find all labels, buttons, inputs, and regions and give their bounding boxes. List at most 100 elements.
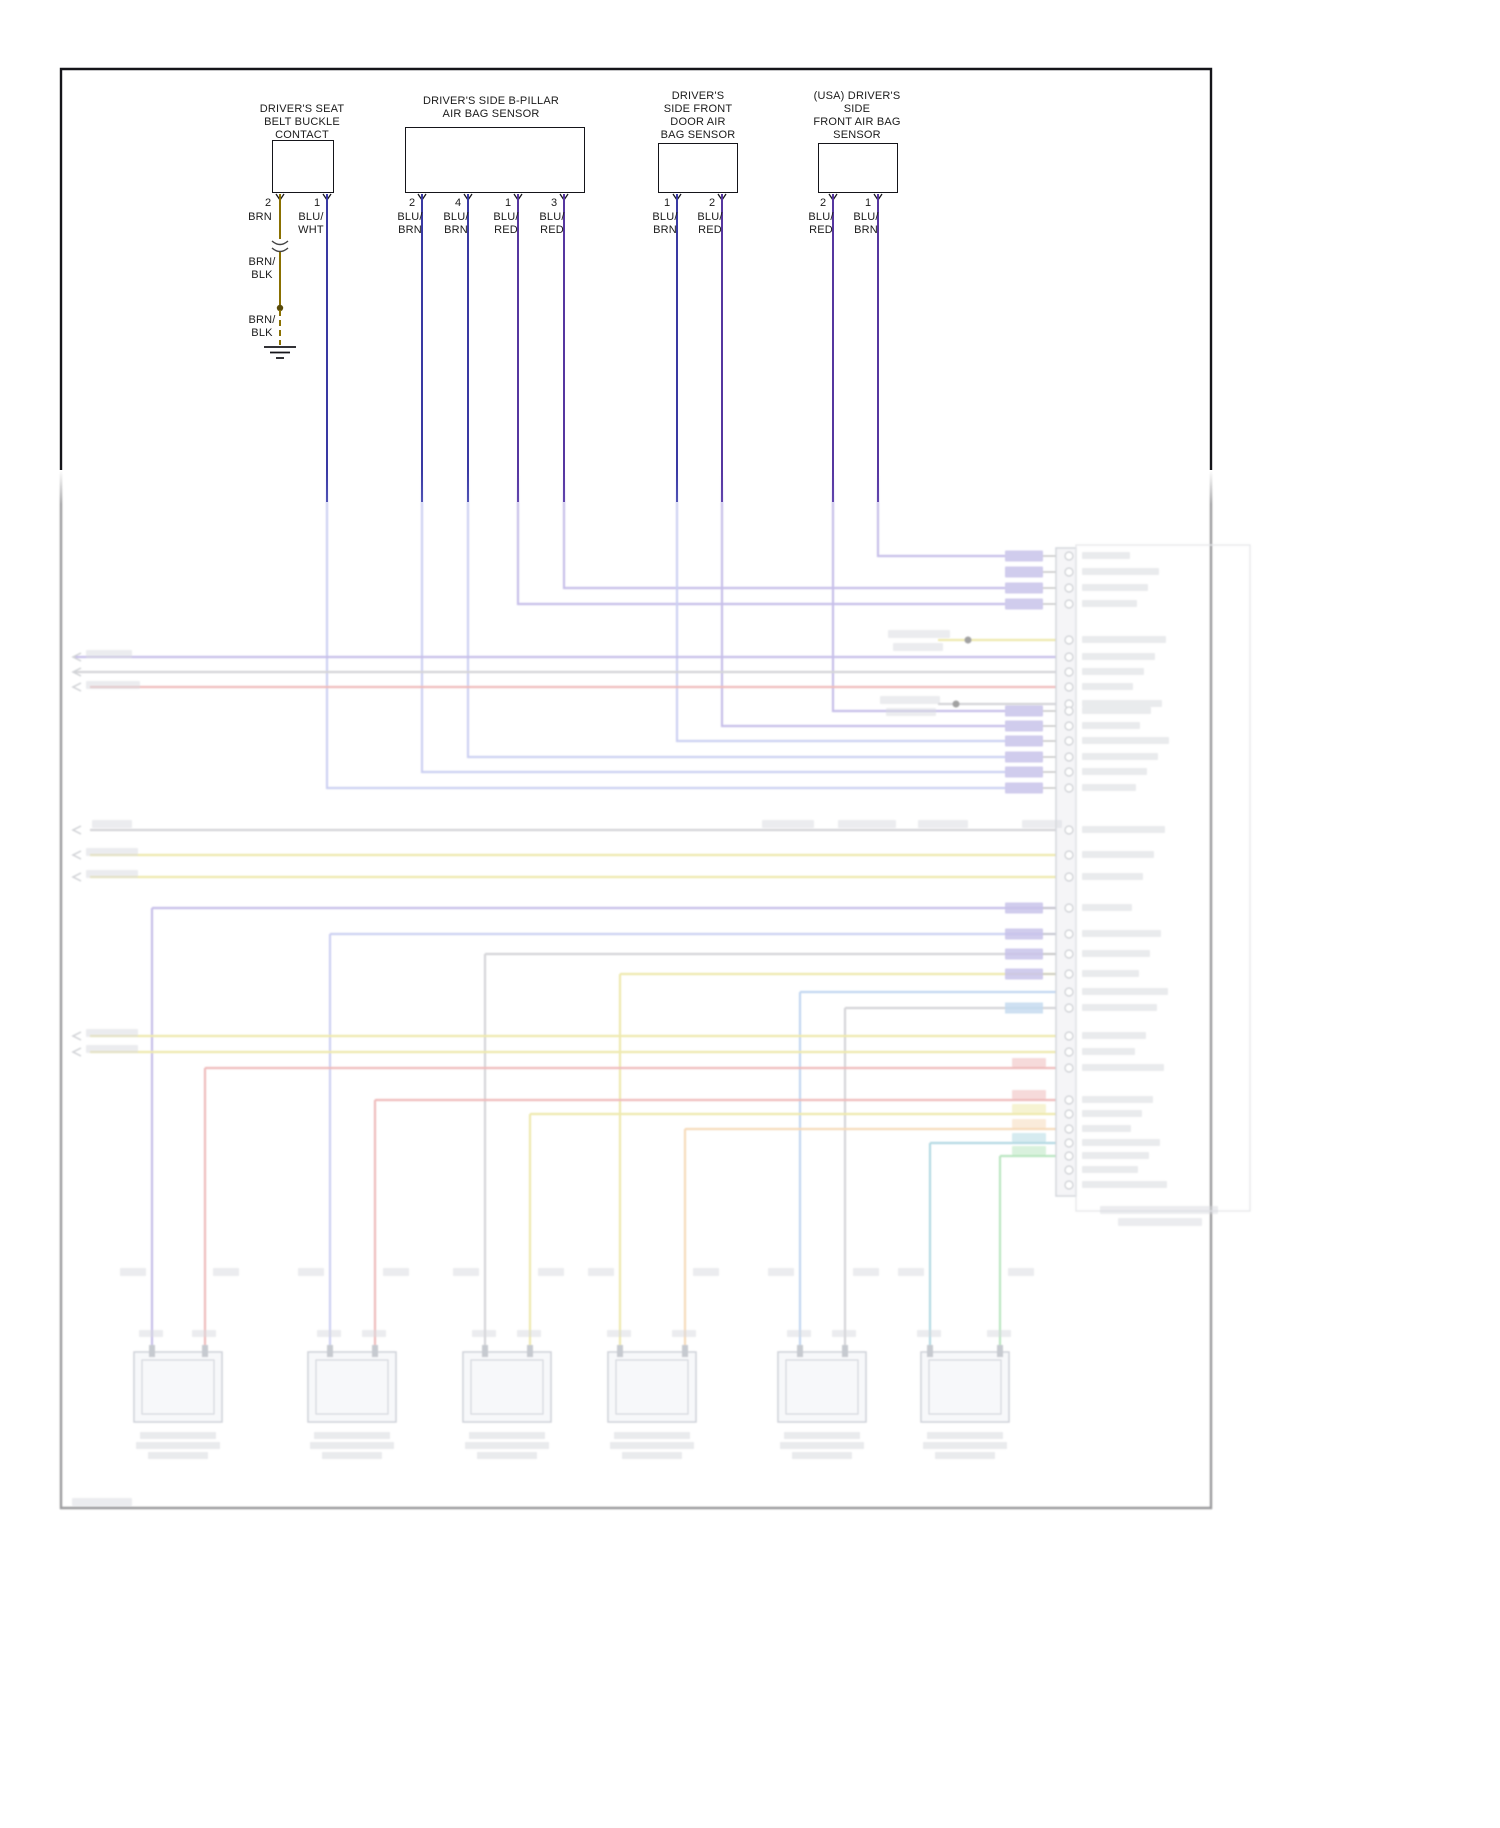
label-smudge (1082, 1152, 1149, 1159)
label-smudge (86, 681, 140, 689)
label-smudge (1082, 851, 1154, 858)
label-smudge (1082, 584, 1148, 591)
continuation-arrow (71, 825, 82, 835)
pin-circle (1064, 1109, 1074, 1119)
bottom-connector-inner (470, 1359, 544, 1415)
label-smudge (1082, 1125, 1131, 1132)
connector-block (1005, 720, 1043, 732)
terminal (482, 1345, 488, 1357)
bottom-connector (462, 1351, 552, 1423)
continuation-arrow (71, 1031, 82, 1041)
terminal (927, 1345, 933, 1357)
door-title: DRIVER'S SIDE FRONT DOOR AIR BAG SENSOR (660, 90, 736, 141)
connector-block (1005, 751, 1043, 763)
caption-smudge (136, 1442, 220, 1449)
faded-wire (720, 470, 1005, 728)
continuation-arrow (71, 850, 82, 860)
door-pin-label: 2 (708, 197, 716, 209)
caption-smudge (140, 1432, 216, 1439)
caption-smudge (148, 1452, 208, 1459)
terminal (682, 1345, 688, 1357)
terminal (372, 1345, 378, 1357)
label-smudge (86, 1029, 138, 1037)
label-smudge (762, 820, 814, 828)
bottom-connector (920, 1351, 1010, 1423)
label-smudge (1082, 600, 1137, 607)
bottom-connector-inner (141, 1359, 215, 1415)
caption-smudge (923, 1442, 1007, 1449)
bottom-connector-inner (785, 1359, 859, 1415)
usa-title: (USA) DRIVER'S SIDE FRONT AIR BAG SENSOR (813, 90, 901, 141)
faded-wire (675, 470, 1005, 743)
connector-block (1005, 582, 1043, 594)
pin-circle (1064, 850, 1074, 860)
wire-label-smudge (898, 1268, 924, 1276)
label-smudge (1082, 1048, 1135, 1055)
wire-label-smudge (853, 1268, 879, 1276)
label-smudge (1082, 552, 1130, 559)
pin-circle (1064, 1063, 1074, 1073)
pin-circle (1064, 652, 1074, 662)
label-smudge (1082, 1181, 1167, 1188)
wire-tag (1012, 1104, 1046, 1113)
pin-smudge (472, 1330, 496, 1337)
terminal (617, 1345, 623, 1357)
label-smudge (893, 643, 943, 651)
junction-dot (276, 304, 284, 312)
caption-smudge (792, 1452, 852, 1459)
bottom-connector (777, 1351, 867, 1423)
pin-circle (1064, 682, 1074, 692)
splice-wire-label: BRN/ BLK (248, 256, 276, 281)
caption-smudge (622, 1452, 682, 1459)
faded-region (0, 470, 1500, 1530)
pin-circle (1064, 987, 1074, 997)
pin-smudge (832, 1330, 856, 1337)
buckle-wire-label: BLU/ WHT (298, 211, 324, 236)
caption-smudge (927, 1432, 1003, 1439)
door-box (658, 143, 738, 193)
ground-wire-label: BRN/ BLK (248, 314, 276, 339)
label-smudge (1082, 668, 1144, 675)
pin-circle (1064, 949, 1074, 959)
wire-tag (1012, 1090, 1046, 1099)
door-pin-label: 1 (663, 197, 671, 209)
label-smudge (1082, 1096, 1153, 1103)
pin-circle (1064, 667, 1074, 677)
bottom-connector-inner (315, 1359, 389, 1415)
pin-circle (1064, 1138, 1074, 1148)
label-smudge (1082, 722, 1140, 729)
page-border-top (59, 67, 1213, 470)
buckle-pin-label: 1 (313, 197, 321, 209)
label-smudge (1082, 707, 1151, 714)
pin-arrows (275, 193, 883, 202)
junction-dot (952, 700, 960, 708)
caption-smudge (477, 1452, 537, 1459)
usa-pin-label: 1 (864, 197, 872, 209)
pin-circle (1064, 903, 1074, 913)
label-smudge (880, 696, 940, 704)
caption-smudge (780, 1442, 864, 1449)
bottom-connector (307, 1351, 397, 1423)
faded-wire (420, 470, 1005, 774)
pin-circle (1064, 706, 1074, 716)
caption-smudge (310, 1442, 394, 1449)
caption-smudge (469, 1432, 545, 1439)
wire-label-smudge (538, 1268, 564, 1276)
caption-smudge (784, 1432, 860, 1439)
faded-wire (516, 470, 1005, 606)
pin-circle (1064, 767, 1074, 777)
label-smudge (1082, 970, 1139, 977)
label-smudge (838, 820, 896, 828)
wire-label-smudge (453, 1268, 479, 1276)
label-smudge (1082, 768, 1147, 775)
label-smudge (918, 820, 968, 828)
bottom-connector-inner (928, 1359, 1002, 1415)
bpillar-pin-label: 4 (454, 197, 462, 209)
label-smudge (92, 820, 132, 828)
label-smudge (1082, 904, 1132, 911)
bpillar-pin-label: 1 (504, 197, 512, 209)
label-smudge (1082, 700, 1162, 707)
bottom-connector (607, 1351, 697, 1423)
label-smudge (1082, 683, 1133, 690)
usa-wire-label: BLU/ BRN (853, 211, 879, 236)
